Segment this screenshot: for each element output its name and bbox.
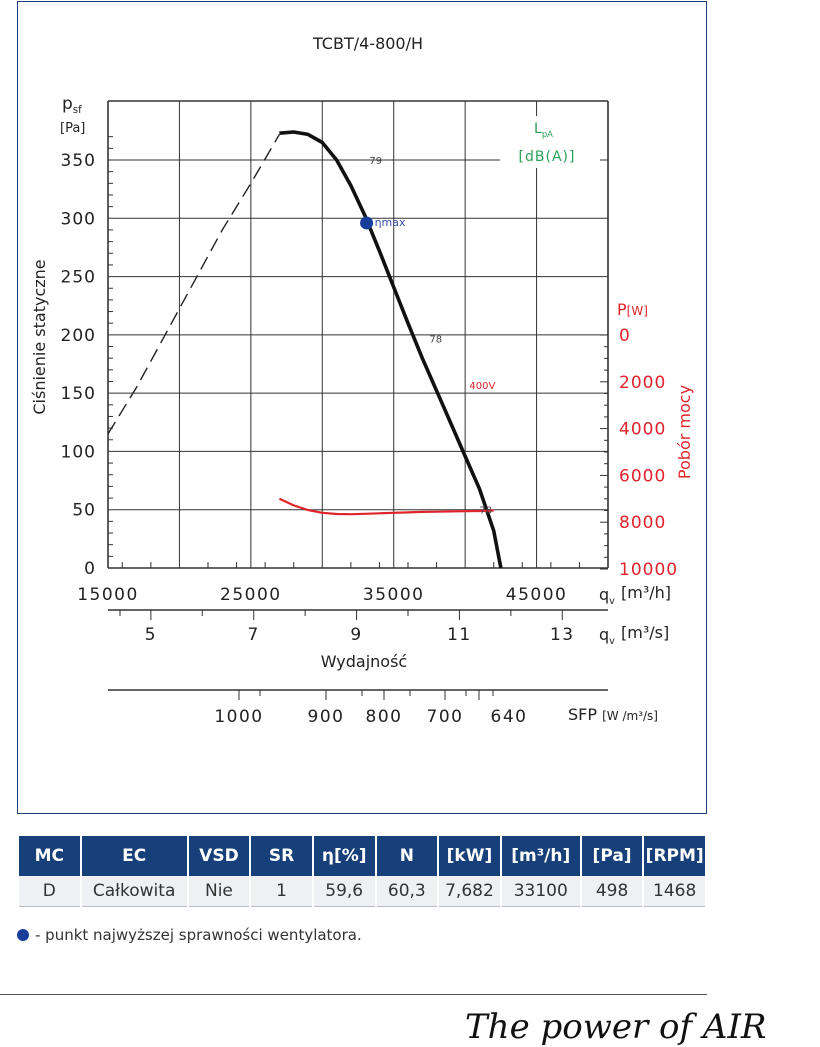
sfp-tick-label: 700 — [427, 707, 464, 727]
y2-tick-label: 10000 — [619, 560, 678, 580]
sound-label-unit: [dB(A)] — [519, 149, 576, 165]
th-sr: SR — [251, 836, 312, 876]
y2-axis-title: Pobór mocy — [675, 385, 694, 479]
table-row: D Całkowita Nie 1 59,6 60,3 7,682 33100 … — [19, 876, 705, 907]
parameters-table: MC EC VSD SR η[%] N [kW] [m³/h] [Pa] [RP… — [17, 836, 707, 907]
cell-mc: D — [19, 876, 80, 907]
sfp-axis-title: SFP [W /m³/s] — [568, 705, 658, 724]
cell-n: 60,3 — [376, 876, 438, 907]
x-tick-label-m3s: 7 — [248, 625, 260, 645]
eta-max-dot-icon — [17, 929, 29, 941]
cell-rpm: 1468 — [644, 876, 705, 907]
x-axis-unit-m3s: [m³/s] — [621, 623, 669, 642]
th-kw: [kW] — [439, 836, 500, 876]
y2-tick-label: 2000 — [619, 373, 666, 393]
chart-svg: TCBT/4-800/H050100150200250300350psf[Pa]… — [30, 34, 694, 727]
th-ec: EC — [81, 836, 187, 876]
y-tick-label: 300 — [61, 209, 96, 229]
x-tick-label-m3h: 35000 — [363, 585, 425, 605]
th-mc: MC — [19, 836, 80, 876]
th-vsd: VSD — [188, 836, 250, 876]
x-tick-label-m3s: 5 — [145, 625, 157, 645]
cell-ec: Całkowita — [81, 876, 187, 907]
th-m3h: [m³/h] — [501, 836, 580, 876]
pressure-curve — [279, 130, 503, 569]
y-tick-label: 100 — [61, 442, 96, 462]
cell-eta: 59,6 — [313, 876, 375, 907]
x-axis-symbol-m3s: qv — [599, 625, 615, 647]
x-axis-symbol-m3h: qv — [599, 585, 615, 607]
y-axis-symbol: psf — [62, 94, 82, 116]
y2-tick-label: 6000 — [619, 466, 666, 486]
curve-label: 400V — [469, 381, 495, 392]
y-tick-label: 250 — [61, 268, 96, 288]
sound-label-symbol: LpA — [534, 121, 553, 139]
eta-max-label: ηmax — [375, 216, 406, 229]
x-tick-label-m3s: 9 — [350, 625, 362, 645]
y-tick-label: 350 — [61, 151, 96, 171]
table-header-row: MC EC VSD SR η[%] N [kW] [m³/h] [Pa] [RP… — [19, 836, 705, 876]
x-tick-label-m3s: 13 — [550, 625, 575, 645]
y-tick-label: 50 — [72, 501, 96, 521]
footer-divider — [0, 994, 707, 995]
pressure-curve-unstable — [107, 134, 281, 435]
sfp-tick-label: 900 — [308, 707, 345, 727]
x-axis-title: Wydajność — [321, 652, 407, 671]
chart-title: TCBT/4-800/H — [312, 34, 423, 53]
x-tick-label-m3h: 45000 — [506, 585, 568, 605]
cell-kw: 7,682 — [439, 876, 500, 907]
legend-note-text: - punkt najwyższej sprawności wentylator… — [35, 926, 362, 944]
curve-label: 78 — [429, 334, 442, 345]
y2-axis-symbol: P[W] — [617, 300, 648, 319]
chart-frame: TCBT/4-800/H 0 50 100 150 200 250 300 350 psf [Pa]… — [17, 1, 707, 814]
sfp-tick-label: 640 — [491, 707, 528, 727]
y-axis-title: Ciśnienie statyczne — [30, 259, 49, 414]
eta-max-point — [360, 216, 374, 230]
th-rpm: [RPM] — [644, 836, 705, 876]
power-curve-400v — [278, 497, 494, 516]
y2-tick-label: 8000 — [619, 513, 666, 533]
y-axis-unit: [Pa] — [60, 121, 85, 136]
y-tick-label: 150 — [61, 384, 96, 404]
cell-sr: 1 — [251, 876, 312, 907]
x-axis-unit-m3h: [m³/h] — [621, 583, 671, 602]
x-tick-label-m3h: 25000 — [220, 585, 282, 605]
x-tick-label-m3s: 11 — [447, 625, 472, 645]
cell-m3h: 33100 — [501, 876, 580, 907]
curve-label: 79 — [369, 156, 382, 167]
th-pa: [Pa] — [581, 836, 643, 876]
curve-label: 78 — [479, 506, 492, 517]
cell-pa: 498 — [581, 876, 643, 907]
sfp-tick-label: 1000 — [214, 707, 263, 727]
brand-slogan: The power of AIR — [465, 1007, 767, 1047]
y-tick-label: 0 — [84, 559, 96, 579]
th-eta: η[%] — [313, 836, 375, 876]
x-tick-label-m3h: 15000 — [77, 585, 139, 605]
th-n: N — [376, 836, 438, 876]
y-tick-label: 200 — [61, 326, 96, 346]
cell-vsd: Nie — [188, 876, 250, 907]
sound-label-bg — [500, 116, 600, 168]
legend-note: - punkt najwyższej sprawności wentylator… — [17, 926, 362, 944]
sfp-tick-label: 800 — [366, 707, 403, 727]
y2-tick-label: 0 — [619, 326, 631, 346]
y2-tick-label: 4000 — [619, 420, 666, 440]
